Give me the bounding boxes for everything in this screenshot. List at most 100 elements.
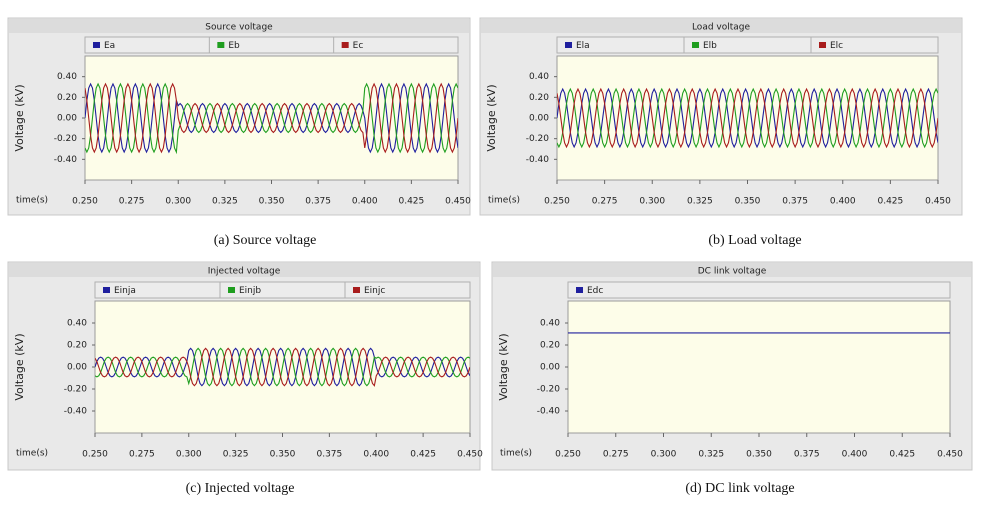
- title-bar: [493, 263, 971, 277]
- x-tick-label: 0.325: [212, 197, 238, 207]
- legend-swatch: [93, 42, 100, 48]
- legend-swatch: [565, 42, 572, 48]
- x-tick-label: 0.275: [592, 197, 618, 207]
- x-tick-label: 0.300: [651, 450, 677, 460]
- y-axis-label: Voltage (kV): [13, 333, 26, 400]
- x-tick-label: 0.275: [129, 450, 155, 460]
- series-line: [557, 87, 938, 149]
- x-tick-label: 0.375: [794, 450, 820, 460]
- legend-label: Ela: [576, 41, 590, 51]
- y-tick-label: 0.00: [540, 363, 560, 373]
- y-tick-label: 0.20: [67, 341, 87, 351]
- legend-label: Ec: [353, 41, 364, 51]
- legend-swatch: [353, 287, 360, 293]
- legend-label: Einja: [114, 286, 136, 296]
- x-tick-label: 0.450: [445, 197, 471, 207]
- y-tick-label: -0.40: [64, 407, 88, 417]
- y-tick-label: 0.20: [540, 341, 560, 351]
- y-tick-label: 0.40: [67, 319, 87, 329]
- legend-swatch: [217, 42, 225, 48]
- y-tick-label: 0.00: [67, 363, 87, 373]
- x-tick-label: 0.400: [842, 450, 868, 460]
- x-tick-label: 0.375: [782, 197, 808, 207]
- series-line: [85, 82, 458, 155]
- legend-label: Elc: [830, 41, 843, 51]
- x-tick-label: 0.250: [82, 450, 108, 460]
- x-tick-label: 0.350: [270, 450, 296, 460]
- x-tick-label: 0.375: [316, 450, 342, 460]
- legend-label: Edc: [587, 286, 603, 296]
- y-tick-label: 0.40: [57, 72, 77, 82]
- y-axis-label: Voltage (kV): [13, 84, 26, 151]
- chart-title: Load voltage: [692, 23, 751, 33]
- x-tick-label: 0.425: [398, 197, 424, 207]
- caption: (a) Source voltage: [214, 233, 317, 248]
- x-tick-label: 0.425: [877, 197, 903, 207]
- chart-title: DC link voltage: [698, 267, 767, 277]
- x-tick-label: 0.400: [363, 450, 389, 460]
- caption: (b) Load voltage: [708, 233, 801, 248]
- x-tick-label: 0.450: [457, 450, 483, 460]
- x-tick-label: 0.250: [544, 197, 570, 207]
- x-tick-label: 0.275: [119, 197, 145, 207]
- legend-bar: [94, 281, 471, 299]
- x-tick-label: 0.300: [176, 450, 202, 460]
- y-tick-label: -0.20: [54, 134, 78, 144]
- x-axis-label: time(s): [488, 196, 520, 206]
- y-axis-label: Voltage (kV): [497, 333, 510, 400]
- caption: (c) Injected voltage: [186, 481, 295, 496]
- y-tick-label: -0.40: [526, 155, 550, 165]
- y-tick-label: -0.20: [526, 134, 550, 144]
- series-line: [557, 87, 938, 149]
- y-tick-label: -0.40: [54, 155, 78, 165]
- x-tick-label: 0.350: [735, 197, 761, 207]
- x-tick-label: 0.350: [746, 450, 772, 460]
- x-tick-label: 0.425: [410, 450, 436, 460]
- legend-label: Ea: [104, 41, 115, 51]
- x-tick-label: 0.400: [352, 197, 378, 207]
- series-line: [557, 87, 938, 149]
- x-axis-label: time(s): [16, 196, 48, 206]
- x-tick-label: 0.350: [259, 197, 285, 207]
- y-tick-label: -0.20: [64, 385, 88, 395]
- chart-title: Injected voltage: [208, 267, 281, 277]
- x-tick-label: 0.325: [698, 450, 724, 460]
- legend-swatch: [576, 287, 583, 293]
- y-tick-label: 0.00: [529, 114, 549, 124]
- caption: (d) DC link voltage: [685, 481, 794, 496]
- x-tick-label: 0.450: [925, 197, 951, 207]
- x-tick-label: 0.300: [165, 197, 191, 207]
- legend-label: Einjc: [364, 286, 385, 296]
- series-line: [95, 347, 470, 387]
- legend-bar: [567, 281, 951, 299]
- legend-swatch: [103, 287, 110, 293]
- series-line: [85, 82, 458, 154]
- y-tick-label: 0.40: [529, 72, 549, 82]
- legend-label: Eb: [228, 41, 240, 51]
- plot-area: [567, 300, 951, 434]
- legend-swatch: [819, 42, 826, 48]
- title-bar: [9, 263, 479, 277]
- legend-label: Einjb: [239, 286, 261, 296]
- y-tick-label: 0.20: [57, 93, 77, 103]
- x-tick-label: 0.250: [555, 450, 581, 460]
- y-tick-label: -0.20: [537, 385, 561, 395]
- x-tick-label: 0.300: [639, 197, 665, 207]
- y-tick-label: -0.40: [537, 407, 561, 417]
- x-tick-label: 0.325: [687, 197, 713, 207]
- chart-panel: Load voltage Ela Elb Elc -0.40 -0.20 0.00 0.20 0…: [479, 17, 963, 216]
- chart-panel: Source voltage Ea Eb Ec -0.40 -0.20 0.00 0.20 0.…: [7, 17, 471, 216]
- x-tick-label: 0.275: [603, 450, 629, 460]
- series-line: [95, 347, 470, 387]
- legend-label: Elb: [703, 41, 717, 51]
- y-tick-label: 0.20: [529, 93, 549, 103]
- x-axis-label: time(s): [16, 449, 48, 459]
- chart-panel: DC link voltage Edc -0.40 -0.20 0.00 0.20 0.40…: [491, 261, 973, 471]
- series-line: [85, 82, 458, 154]
- x-tick-label: 0.375: [305, 197, 331, 207]
- legend-bar: [84, 36, 459, 54]
- title-bar: [9, 19, 469, 33]
- legend-bar: [556, 36, 939, 54]
